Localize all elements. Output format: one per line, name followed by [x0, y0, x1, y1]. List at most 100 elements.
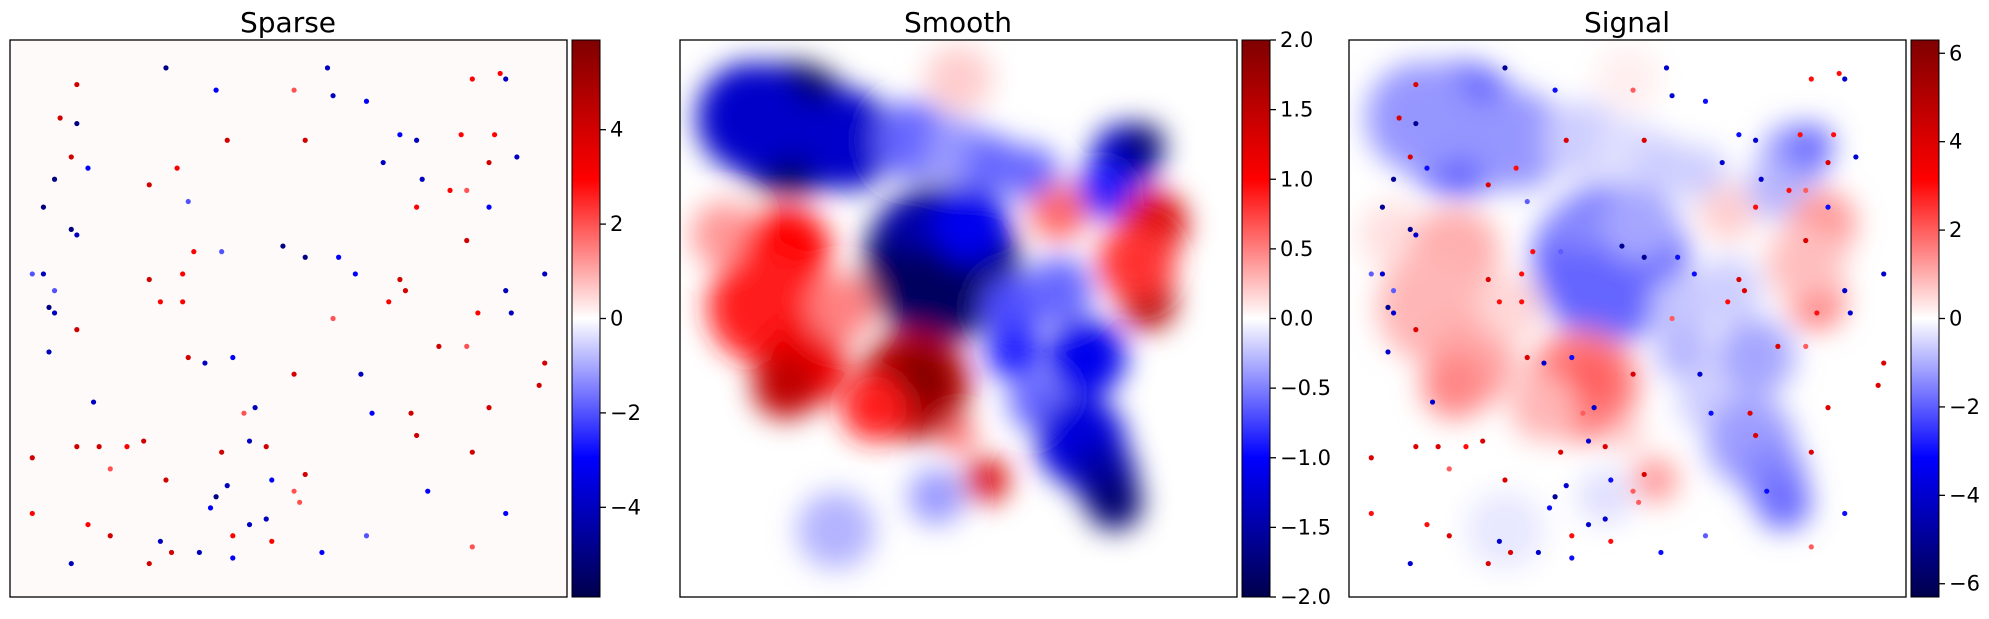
spike-point — [1641, 137, 1647, 143]
spike-point — [1719, 159, 1725, 166]
spike-point — [464, 187, 470, 193]
spike-point — [85, 521, 91, 528]
spike-point — [514, 154, 520, 160]
field-blob — [752, 351, 820, 419]
spike-point — [1502, 65, 1508, 71]
colorbar-tick-label: −6 — [1949, 572, 1980, 596]
spike-point — [1702, 98, 1709, 104]
spike-point — [1830, 132, 1837, 138]
spike-point — [414, 432, 420, 439]
spike-point — [1630, 488, 1636, 494]
colorbar-tick-label: −4 — [610, 495, 641, 519]
spike-point — [1736, 276, 1742, 283]
spike-point — [1808, 449, 1814, 455]
spike-point — [1741, 288, 1748, 294]
field-blob — [964, 457, 1009, 503]
spike-point — [1602, 444, 1608, 450]
spike-point — [1368, 271, 1374, 277]
spike-point — [213, 87, 219, 93]
field-blob — [1672, 145, 1728, 202]
field-blob — [1766, 223, 1845, 302]
field-blob — [1694, 257, 1762, 325]
spike-point — [1758, 176, 1764, 182]
colorbar-ticks-sparse: −4 −2 0 2 4 — [600, 118, 641, 519]
field-blob — [1075, 162, 1132, 219]
spike-point — [464, 237, 470, 244]
spike-point — [324, 65, 331, 71]
spike-point — [107, 533, 113, 539]
field-blob — [1421, 351, 1489, 419]
spike-point — [51, 176, 58, 182]
spike-point — [352, 271, 358, 277]
spike-point — [503, 288, 509, 294]
colorbar-tick-label: 1.0 — [1280, 167, 1313, 191]
spike-point — [224, 137, 230, 143]
spike-point — [1825, 204, 1831, 210]
spike-point — [96, 444, 102, 450]
spike-point — [241, 410, 247, 416]
field-blob — [796, 491, 875, 570]
colorbar-tick-label: 0 — [610, 307, 623, 331]
spike-point — [369, 410, 375, 416]
colorbar-tick-label: −1.5 — [1280, 515, 1331, 539]
spike-point — [68, 226, 74, 232]
spike-point — [1875, 382, 1881, 388]
spike-point — [1853, 154, 1859, 160]
spike-point — [90, 399, 97, 405]
colorbar-tick-label: 2 — [610, 212, 623, 236]
spike-point — [475, 310, 481, 316]
spike-point — [1435, 444, 1441, 450]
field-blob — [1755, 474, 1812, 531]
spike-point — [1413, 120, 1419, 127]
spike-point — [1608, 477, 1614, 483]
spike-point — [51, 310, 58, 316]
spike-point — [1702, 533, 1709, 539]
spike-point — [29, 510, 35, 517]
spike-point — [1507, 549, 1514, 556]
spike-point — [74, 120, 80, 127]
colorbar-gradient-smooth — [1241, 39, 1271, 598]
spike-point — [464, 343, 470, 349]
spike-point — [163, 65, 169, 71]
spike-point — [1803, 237, 1809, 244]
field-blob — [1577, 468, 1634, 525]
field-blob — [1477, 273, 1544, 341]
spike-point — [1569, 555, 1575, 561]
spike-point — [408, 410, 414, 416]
spike-point — [1569, 354, 1575, 361]
spike-point — [40, 271, 47, 277]
spike-point — [1546, 505, 1553, 511]
colorbar-tick-label: 2.0 — [1280, 28, 1313, 52]
field-blob — [930, 184, 1009, 263]
plot-frame-smooth — [679, 39, 1238, 598]
field-blob — [986, 324, 1043, 380]
spike-point — [397, 276, 403, 283]
spike-point — [1825, 159, 1831, 166]
spike-point — [230, 533, 236, 539]
spike-point — [1669, 93, 1675, 99]
spike-point — [1585, 438, 1592, 444]
colorbar-tick-label: 0.5 — [1280, 237, 1313, 261]
colorbar-tick-label: −1.0 — [1280, 446, 1331, 470]
spike-point — [1535, 549, 1541, 556]
spike-point — [124, 444, 130, 450]
field-blob — [1594, 45, 1661, 113]
spike-point — [358, 371, 364, 377]
field-blob — [841, 374, 909, 442]
spike-point — [1502, 477, 1508, 483]
spike-point — [469, 544, 475, 550]
spike-point — [1569, 533, 1575, 539]
heatmap-background-sparse — [10, 40, 567, 597]
field-blob — [1047, 318, 1126, 397]
spike-point — [1847, 310, 1853, 316]
field-blob — [808, 273, 875, 341]
spike-point — [1697, 371, 1703, 377]
spike-point — [1803, 343, 1809, 349]
spike-point — [397, 132, 403, 138]
spike-point — [263, 444, 269, 450]
spike-point — [1753, 137, 1759, 143]
spike-point — [1803, 187, 1809, 193]
spike-point — [68, 560, 74, 567]
spike-point — [246, 521, 253, 528]
spike-point — [1379, 271, 1386, 277]
